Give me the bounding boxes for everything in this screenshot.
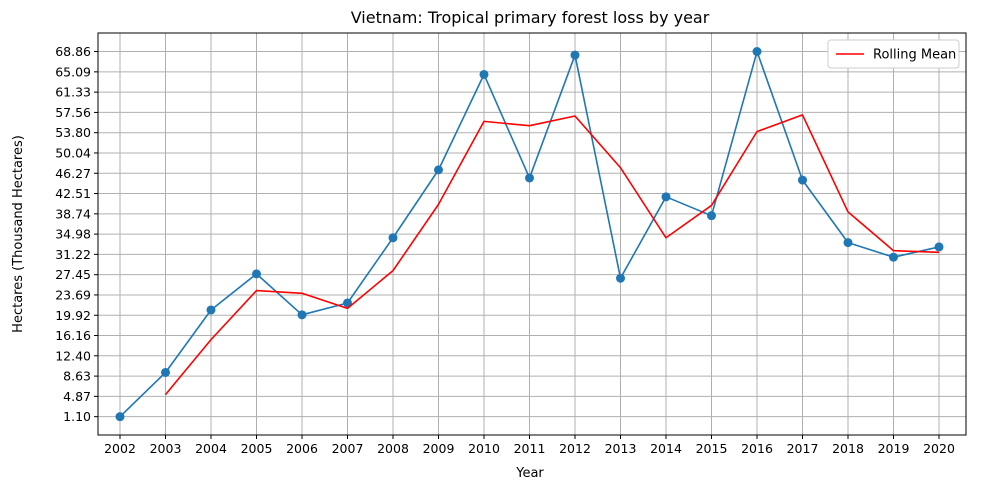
data-point: [616, 273, 625, 283]
legend: Rolling Mean: [827, 39, 960, 69]
x-tick-label: 2018: [832, 441, 864, 456]
x-tick-label: 2005: [241, 441, 273, 456]
legend-label-rolling-mean: Rolling Mean: [873, 48, 956, 63]
data-point: [661, 192, 671, 202]
y-tick-label: 50.04: [55, 145, 91, 160]
y-axis: 1.10 4.87 8.63 12.40 16.16 19.92 23.69 27.45 31.…: [55, 44, 98, 424]
data-point: [434, 165, 443, 175]
y-axis-label: Hectares (Thousand Hectares): [11, 135, 26, 333]
data-point: [843, 238, 853, 248]
y-tick-label: 16.16: [55, 328, 91, 343]
data-point: [570, 50, 580, 60]
x-tick-label: 2020: [923, 441, 955, 456]
data-point: [206, 305, 216, 315]
y-tick-label: 42.51: [55, 186, 91, 201]
x-tick-label: 2012: [559, 441, 591, 456]
y-tick-label: 8.63: [63, 369, 91, 384]
y-tick-label: 61.33: [55, 85, 91, 100]
x-tick-label: 2009: [423, 441, 455, 456]
x-axis: 2002 2003 2004 2005 2006 2007 2008 2009 2010 2011…: [104, 435, 955, 456]
chart-title: Vietnam: Tropical primary forest loss by…: [351, 8, 710, 27]
x-tick-label: 2003: [150, 441, 182, 456]
y-tick-label: 1.10: [63, 409, 91, 424]
y-tick-label: 38.74: [55, 206, 91, 221]
grid: [98, 33, 966, 435]
data-point: [115, 412, 125, 422]
data-point: [297, 310, 307, 320]
x-tick-label: 2015: [696, 441, 728, 456]
x-tick-label: 2010: [468, 441, 500, 456]
y-tick-label: 31.22: [55, 247, 91, 262]
data-point: [479, 69, 489, 79]
data-point: [161, 367, 170, 377]
y-tick-label: 19.92: [55, 308, 91, 323]
data-point: [707, 211, 716, 221]
x-tick-label: 2002: [104, 441, 136, 456]
series-line-rolling-mean: [164, 114, 940, 396]
series-layer: [115, 47, 944, 422]
y-tick-label: 4.87: [63, 389, 91, 404]
x-tick-label: 2014: [650, 441, 682, 456]
y-tick-label: 12.40: [55, 348, 91, 363]
data-point: [343, 298, 352, 308]
y-tick-label: 53.80: [55, 125, 91, 140]
y-tick-label: 68.86: [55, 44, 91, 59]
y-tick-label: 23.69: [55, 287, 91, 302]
x-axis-label: Year: [515, 466, 544, 481]
data-point: [889, 252, 898, 262]
x-tick-label: 2011: [514, 441, 546, 456]
y-tick-label: 65.09: [55, 64, 91, 79]
y-tick-label: 34.98: [55, 227, 91, 242]
x-tick-label: 2007: [332, 441, 364, 456]
x-tick-label: 2013: [605, 441, 637, 456]
data-point: [525, 173, 534, 183]
x-tick-label: 2006: [286, 441, 318, 456]
y-tick-label: 46.27: [55, 166, 91, 181]
data-point: [388, 233, 398, 243]
x-tick-label: 2016: [741, 441, 773, 456]
data-point: [752, 47, 762, 57]
data-point: [934, 242, 944, 252]
x-tick-label: 2008: [377, 441, 409, 456]
x-tick-label: 2004: [195, 441, 227, 456]
x-tick-label: 2017: [787, 441, 819, 456]
legend-box: [827, 39, 960, 69]
data-point: [252, 269, 261, 279]
y-tick-label: 27.45: [55, 267, 91, 282]
y-tick-label: 57.56: [55, 105, 91, 120]
data-point: [798, 175, 807, 185]
x-tick-label: 2019: [878, 441, 910, 456]
